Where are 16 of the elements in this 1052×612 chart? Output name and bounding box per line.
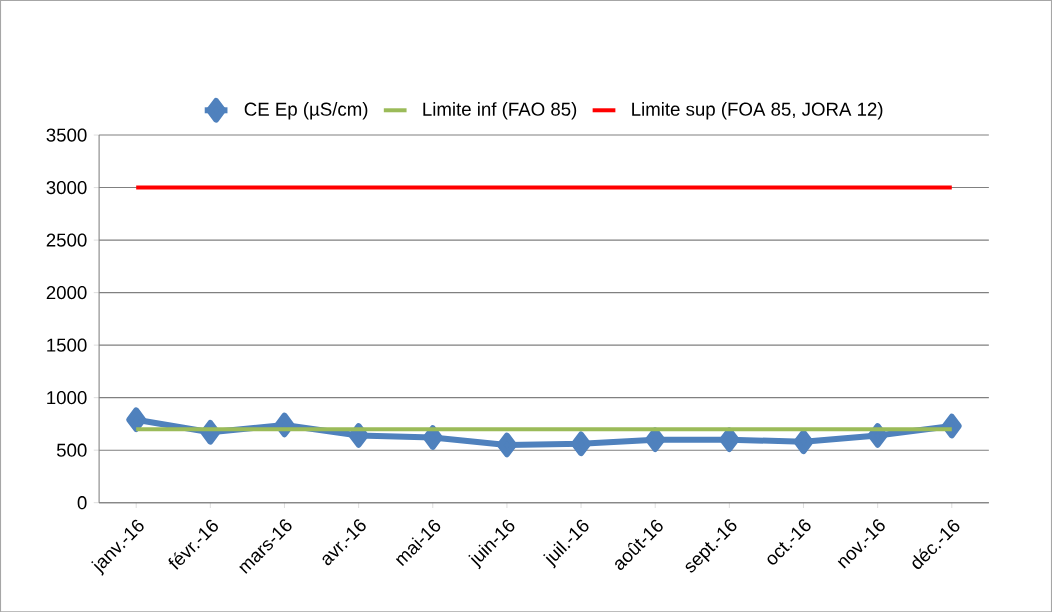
y-tick-label: 0 xyxy=(77,495,87,510)
point xyxy=(496,432,517,458)
y-tick-label: 2000 xyxy=(46,285,87,299)
y-tick-label: 1500 xyxy=(47,338,87,352)
y-tick-label: 1000 xyxy=(47,390,87,405)
y-tick-label: 2500 xyxy=(46,233,87,247)
y-tick-label: 3500 xyxy=(46,128,87,142)
y-tick-label: 500 xyxy=(56,443,87,457)
point xyxy=(793,429,814,454)
y-tick-label: 3000 xyxy=(46,180,87,194)
point xyxy=(126,407,147,432)
point xyxy=(571,431,592,456)
legend-label: CE Ep (µS/cm) xyxy=(244,101,368,120)
legend-label: Limite sup (FOA 85, JORA 12) xyxy=(632,101,883,120)
legend-label: Limite inf (FAO 85) xyxy=(423,101,577,120)
point xyxy=(422,425,443,450)
